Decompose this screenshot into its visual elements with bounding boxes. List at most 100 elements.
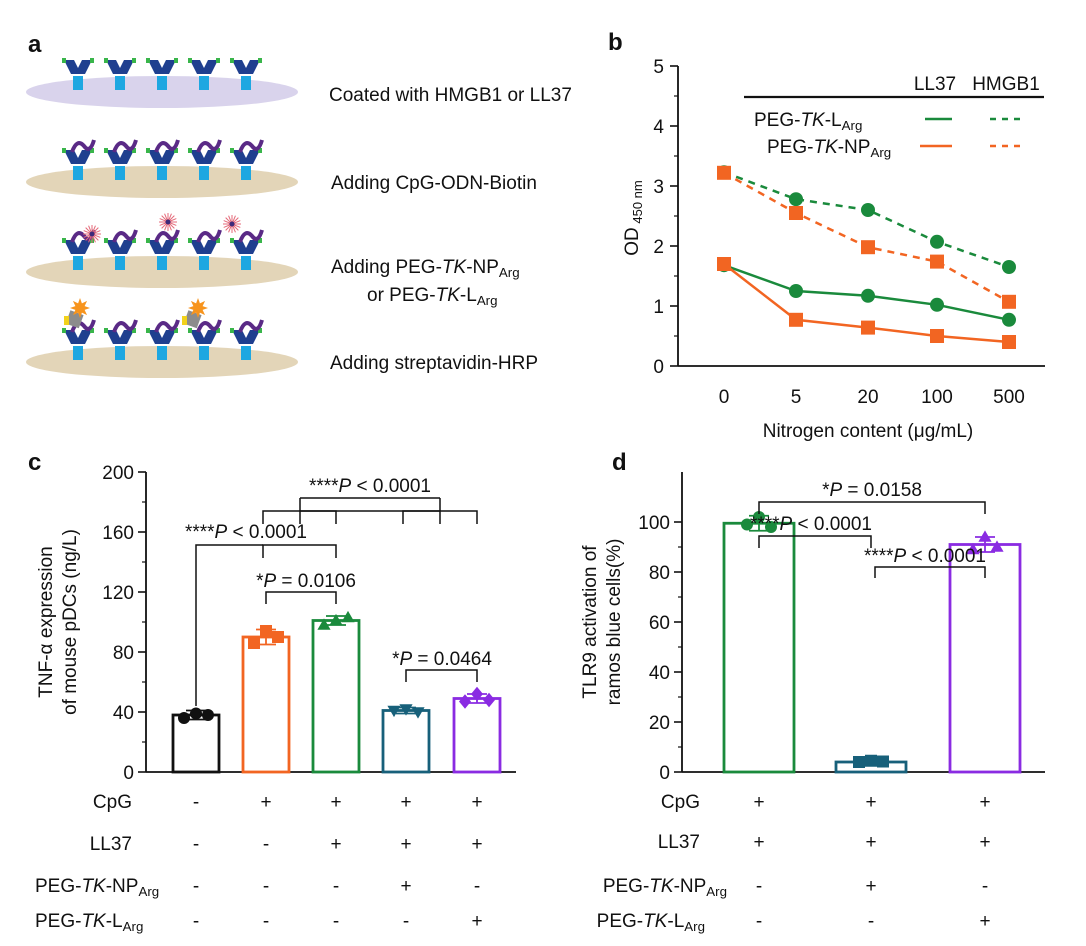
antibody-tip-left [62,328,66,333]
data-point [990,540,1004,552]
antibody-stem [241,256,251,270]
text-span: P [780,514,793,535]
biotin-tag [182,316,187,325]
data-point [1002,260,1016,274]
y-tick-label: 40 [113,703,134,724]
text-span: -NP [106,876,139,897]
text-span: TK [800,110,826,131]
antibody-tip-right [258,328,262,333]
table-sign: + [979,911,990,932]
antibody-arm-right [201,60,218,74]
table-sign: + [330,834,341,855]
text-span: **** [185,522,215,543]
antibody-tip-right [216,58,220,63]
table-sign: - [333,911,339,932]
step-label: Adding streptavidin-HRP [330,353,538,374]
antibody-icon [188,328,220,360]
antibody-tip-left [146,238,150,243]
y-tick-label: 3 [653,177,664,198]
antibody-tip-right [90,58,94,63]
antibody-stem [73,166,83,180]
table-sign: + [471,834,482,855]
step-label: or PEG-TK-LArg [367,285,498,308]
data-point [861,240,875,255]
antibody-tip-left [188,328,192,333]
text-span: -L [667,911,684,932]
antibody-stem [241,166,251,180]
antibody-icon [146,328,178,360]
antibody-arm-right [243,240,260,254]
y-axis-label: TNF-α expression [36,546,57,697]
panel-letter-c: c [28,449,41,476]
antibody-icon [104,58,136,90]
antibody-tip-right [90,148,94,153]
y-axis-label: TLR9 activation of [580,545,601,699]
antibody-tip-right [174,148,178,153]
table-sign: + [260,792,271,813]
bar [311,619,361,774]
antibody-tip-left [230,58,234,63]
text-span: Coated with HMGB1 or LL37 [329,85,572,106]
data-point [966,542,980,555]
text-span: < 0.0001 [351,476,431,497]
hrp-icon [64,298,90,329]
text-span: < 0.0001 [227,522,307,543]
table-sign: + [753,792,764,813]
antibody-tip-right [258,58,262,63]
dna-strand-icon [112,229,138,243]
plate-row [26,298,298,378]
nanoparticle-icon [83,225,101,243]
hrp-star [70,298,90,318]
text-span: * [256,571,264,592]
series [717,165,1016,274]
antibody-arm-right [159,330,176,344]
panel-b: b 0 1 2 3 4 5 0 5 20 100 500 Nitrogen content (μg/mL… [608,29,1045,442]
table-sign: - [333,876,339,897]
text-span: Arg [123,919,144,934]
dna-strand-icon [196,319,222,333]
text-span: P [399,649,412,670]
antibody-arm-right [159,240,176,254]
data-point [861,320,875,335]
antibody-arm-right [243,60,260,74]
antibody-stem [115,256,125,270]
data-point [190,707,202,720]
antibody-icon [146,238,178,270]
table-row-label: LL37 [658,832,700,853]
legend-header-ll37: LL37 [914,74,956,95]
table-row-label: PEG-TK-NPArg [35,876,159,899]
plate [26,76,298,108]
text-span: TK [442,257,468,278]
hrp-icon [182,298,208,329]
antibody-icon [104,328,136,360]
x-tick-label: 100 [921,387,953,408]
table-sign: + [979,792,990,813]
dna-strand-icon [154,319,180,333]
text-span: -NP [466,257,499,278]
np-core [229,221,235,227]
panel-letter-b: b [608,29,623,56]
antibody-arm-right [117,240,134,254]
data-point [877,755,889,768]
text-span: **** [750,514,780,535]
text-span: = 0.0106 [276,571,356,592]
plate-row [26,58,298,108]
text-span: TK [643,911,669,932]
table-sign: - [982,876,988,897]
legend-label: PEG-TK-LArg [754,110,862,133]
antibody-tip-right [132,238,136,243]
antibody-arm-right [117,60,134,74]
antibody-icon [104,148,136,180]
dna-strand-icon [112,139,138,153]
antibody-arm-right [117,150,134,164]
bar-group [834,754,908,774]
text-span: -L [106,911,123,932]
antibody-arm-right [75,330,92,344]
plate [26,166,298,198]
text-span: Arg [870,145,891,160]
antibody-tip-left [104,238,108,243]
antibody-arm-right [201,150,218,164]
table-sign: - [474,876,480,897]
y-tick-label: 2 [653,237,664,258]
bar [241,635,291,774]
